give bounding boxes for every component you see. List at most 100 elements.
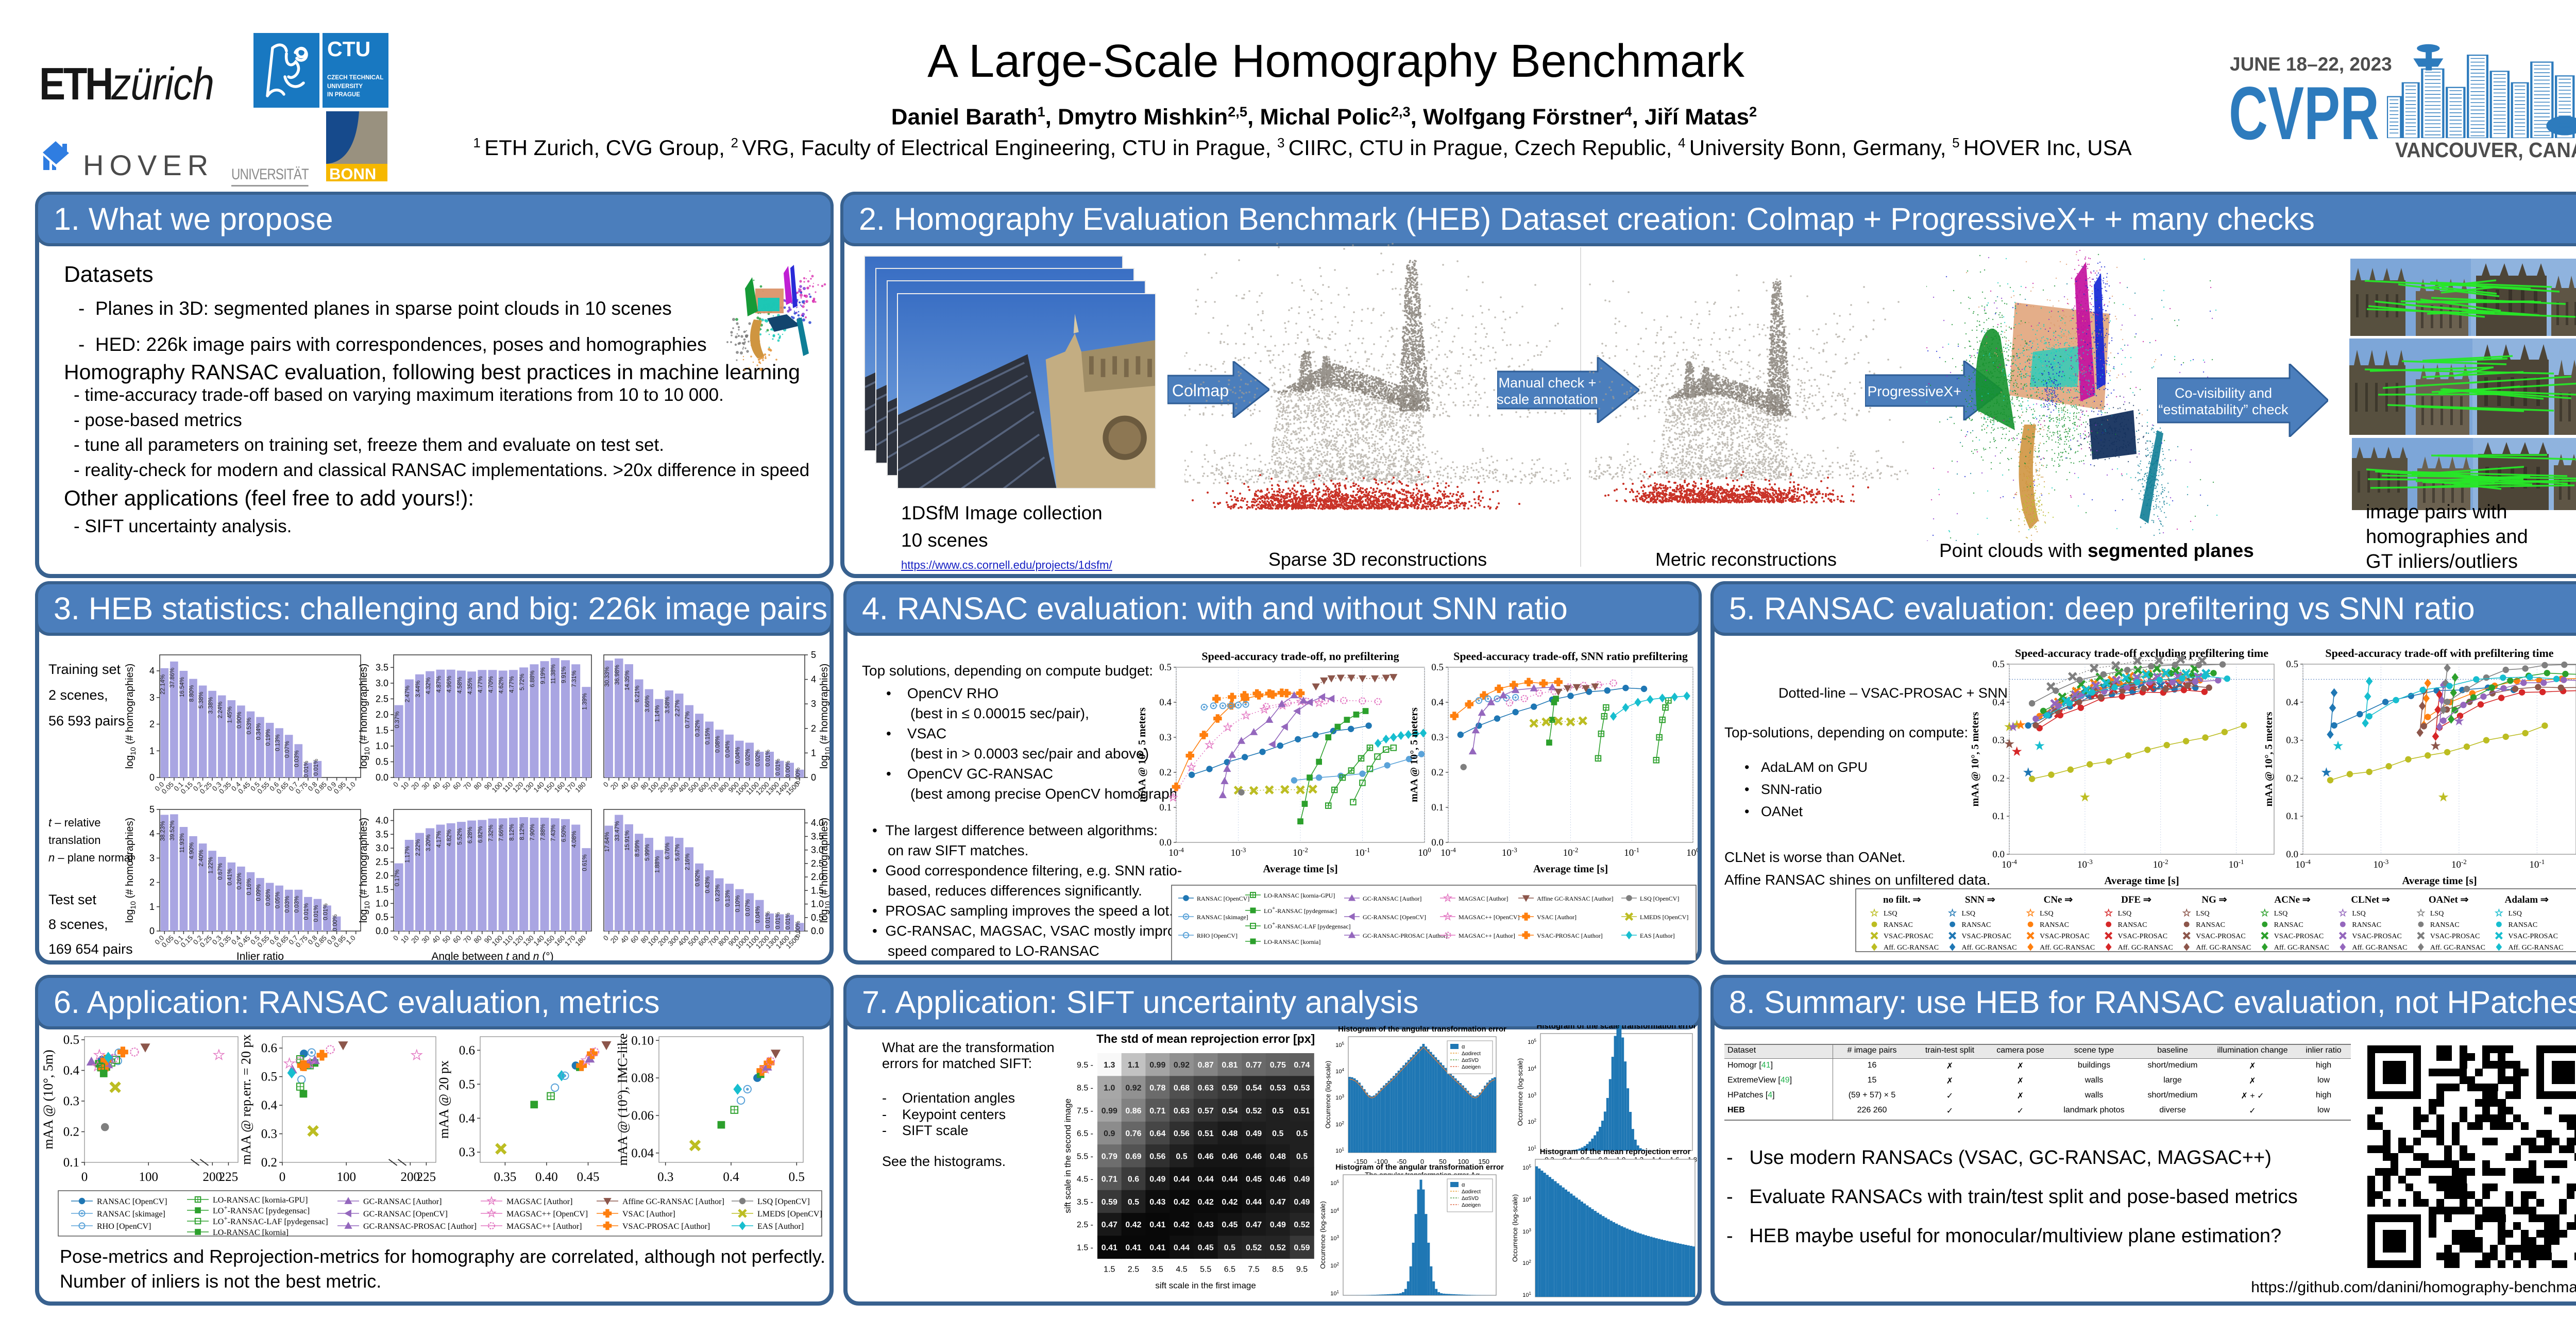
svg-text:mAA @ 10°, 5 meters: mAA @ 10°, 5 meters	[1409, 707, 1420, 802]
svg-text:0.51: 0.51	[1294, 1107, 1310, 1115]
svg-text:2: 2	[149, 719, 155, 730]
svg-text:LO-RANSAC [kornia]: LO-RANSAC [kornia]	[1264, 938, 1320, 945]
svg-text:-100: -100	[1370, 1300, 1384, 1301]
svg-text:0.4: 0.4	[1992, 697, 2005, 708]
svg-text:3.5: 3.5	[376, 829, 388, 839]
svg-text:4.5: 4.5	[1176, 1265, 1187, 1274]
svg-text:103: 103	[1330, 1235, 1339, 1242]
svg-text:0.5: 0.5	[1272, 1129, 1283, 1138]
svg-text:70: 70	[462, 781, 472, 791]
svg-text:0.01%: 0.01%	[785, 913, 791, 930]
svg-text:Histogram of the mean reprojec: Histogram of the mean reprojection error	[1540, 1147, 1691, 1156]
svg-text:0.0: 0.0	[376, 926, 388, 936]
svg-text:3.5: 3.5	[811, 831, 824, 841]
svg-text:20: 20	[410, 934, 420, 945]
svg-text:3: 3	[149, 692, 155, 703]
svg-text:Adalam ⇒: Adalam ⇒	[2505, 894, 2549, 905]
svg-text:30: 30	[420, 934, 431, 945]
svg-text:0.56: 0.56	[1149, 1152, 1165, 1161]
svg-text:VSAC-PROSAC: VSAC-PROSAC	[2430, 933, 2480, 940]
svg-text:MAGSAC++ [Author]: MAGSAC++ [Author]	[506, 1222, 582, 1231]
svg-text:0.4: 0.4	[1159, 697, 1172, 708]
svg-text:0.15%: 0.15%	[705, 728, 711, 745]
svg-text:Speed-accuracy trade-off, no p: Speed-accuracy trade-off, no prefilterin…	[1201, 650, 1399, 663]
svg-text:15.91%: 15.91%	[624, 831, 631, 851]
svg-text:8.12%: 8.12%	[519, 823, 526, 840]
svg-text:0.42: 0.42	[1198, 1198, 1214, 1207]
svg-text:0.4: 0.4	[723, 1170, 739, 1184]
svg-text:GC-RANSAC-PROSAC [Author]: GC-RANSAC-PROSAC [Author]	[1363, 932, 1448, 939]
svg-text:0.4: 0.4	[1431, 697, 1444, 708]
svg-text:103: 103	[1335, 1094, 1344, 1101]
svg-text:Aff. GC-RANSAC: Aff. GC-RANSAC	[2352, 944, 2407, 952]
svg-text:2.5: 2.5	[376, 694, 388, 704]
svg-text:10: 10	[399, 934, 410, 945]
svg-text:mAA @ rep.err. = 20 px: mAA @ rep.err. = 20 px	[239, 1034, 253, 1164]
svg-text:RANSAC: RANSAC	[1962, 921, 1991, 929]
svg-text:LO-RANSAC [kornia]: LO-RANSAC [kornia]	[213, 1228, 289, 1237]
svg-text:VSAC-PROSAC: VSAC-PROSAC	[2508, 933, 2557, 940]
svg-text:0.9: 0.9	[1104, 1129, 1115, 1138]
svg-text:60: 60	[451, 934, 462, 945]
svg-text:0.5: 0.5	[789, 1170, 805, 1184]
svg-text:0.41%: 0.41%	[227, 869, 233, 886]
svg-text:0.5: 0.5	[1128, 1198, 1139, 1207]
svg-text:20: 20	[609, 781, 620, 791]
svg-text:50: 50	[1439, 1158, 1446, 1165]
svg-text:0.6: 0.6	[1128, 1175, 1139, 1184]
svg-text:0.06%: 0.06%	[265, 889, 272, 906]
svg-text:LSQ: LSQ	[1884, 910, 1897, 918]
svg-text:105: 105	[1528, 1038, 1536, 1045]
svg-text:0.5: 0.5	[1992, 659, 2005, 670]
svg-text:Occurrence (log-scale): Occurrence (log-scale)	[1324, 1061, 1332, 1129]
svg-text:0.59: 0.59	[1294, 1243, 1310, 1252]
svg-text:0.52: 0.52	[1294, 1221, 1310, 1229]
svg-text:0.5: 0.5	[1159, 662, 1172, 673]
svg-text:10: 10	[399, 781, 410, 791]
svg-text:5.99%: 5.99%	[645, 844, 651, 861]
svg-text:0.01%: 0.01%	[313, 759, 319, 776]
svg-text:RANSAC: RANSAC	[1884, 921, 1913, 929]
svg-text:80: 80	[472, 934, 483, 945]
svg-text:0.46: 0.46	[1198, 1152, 1214, 1161]
svg-text:200: 200	[203, 1170, 223, 1184]
svg-text:9.19%: 9.19%	[540, 667, 547, 684]
svg-text:Δαeigen: Δαeigen	[1462, 1064, 1481, 1070]
svg-text:NG ⇒: NG ⇒	[2201, 894, 2227, 905]
svg-text:RHO [OpenCV]: RHO [OpenCV]	[1197, 932, 1238, 939]
svg-text:0.23%: 0.23%	[715, 885, 721, 902]
svg-text:0.56: 0.56	[1174, 1129, 1190, 1138]
svg-text:1.0: 1.0	[811, 899, 824, 909]
svg-text:2.47%: 2.47%	[405, 686, 411, 703]
svg-text:2.27%: 2.27%	[675, 700, 681, 717]
svg-text:0.87: 0.87	[1198, 1061, 1214, 1070]
svg-text:0.43%: 0.43%	[705, 876, 711, 893]
svg-text:LSQ: LSQ	[1962, 910, 1975, 918]
svg-text:7.88%: 7.88%	[540, 824, 547, 841]
svg-text:4: 4	[811, 674, 816, 685]
svg-text:7.5: 7.5	[1248, 1265, 1259, 1274]
svg-text:GC-RANSAC [Author]: GC-RANSAC [Author]	[363, 1197, 442, 1206]
svg-text:0.45: 0.45	[1222, 1221, 1238, 1229]
svg-text:1.88%: 1.88%	[655, 856, 661, 873]
svg-text:102: 102	[1522, 1259, 1531, 1266]
svg-text:Speed-accuracy trade-off, SNN: Speed-accuracy trade-off, SNN ratio pref…	[1453, 650, 1688, 663]
svg-text:6.76%: 6.76%	[665, 842, 671, 859]
svg-text:LSQ: LSQ	[2508, 910, 2521, 918]
svg-text:0.44: 0.44	[1174, 1243, 1190, 1252]
svg-text:0.2: 0.2	[2286, 773, 2298, 784]
svg-text:3.0: 3.0	[811, 845, 824, 855]
svg-text:0.3: 0.3	[63, 1094, 79, 1108]
svg-text:0.1: 0.1	[1992, 811, 2005, 822]
svg-text:0.5: 0.5	[811, 912, 824, 923]
svg-text:0: 0	[149, 772, 155, 783]
svg-text:Histogram of the angular trans: Histogram of the angular transformation …	[1335, 1163, 1504, 1172]
svg-text:VSAC [Author]: VSAC [Author]	[1537, 914, 1577, 921]
svg-text:0.92: 0.92	[1174, 1061, 1190, 1070]
svg-text:0.4: 0.4	[459, 1111, 476, 1125]
svg-text:Δαdirect: Δαdirect	[1462, 1189, 1481, 1195]
svg-text:RANSAC [skimage]: RANSAC [skimage]	[1197, 914, 1248, 921]
svg-text:2: 2	[149, 877, 155, 888]
svg-text:0.0: 0.0	[376, 772, 388, 783]
svg-text:0.53: 0.53	[1294, 1084, 1310, 1092]
